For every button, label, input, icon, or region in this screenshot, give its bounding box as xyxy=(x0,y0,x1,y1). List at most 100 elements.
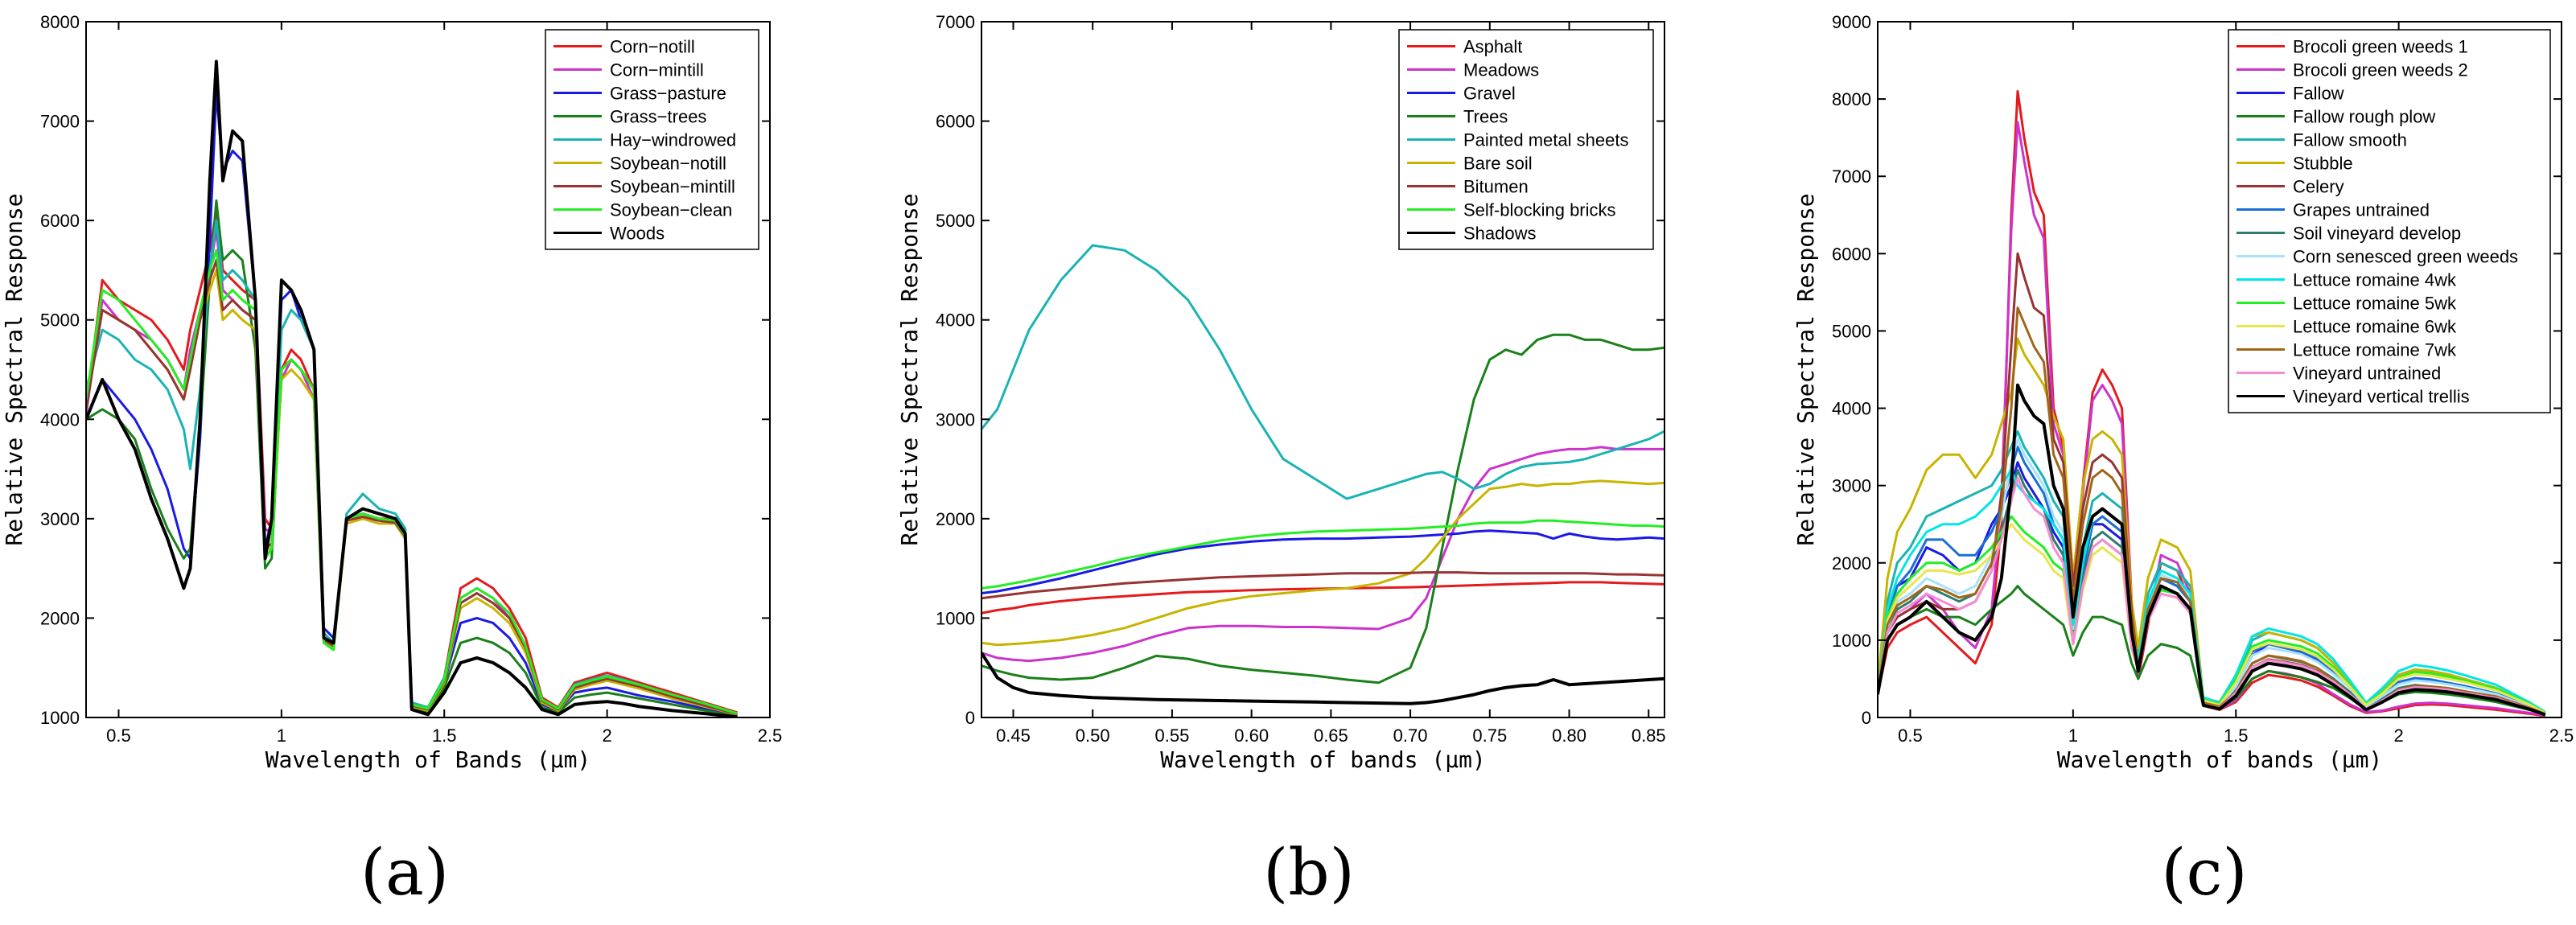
y-tick-label-a-5: 6000 xyxy=(40,211,80,231)
y-tick-label-a-2: 3000 xyxy=(40,509,80,529)
x-tick-label-c-4: 2.5 xyxy=(2549,726,2574,746)
y-tick-label-c-6: 6000 xyxy=(1832,244,1871,264)
caption-b: (b) xyxy=(1263,835,1355,910)
x-tick-label-a-0: 0.5 xyxy=(106,726,131,746)
x-tick-label-b-6: 0.75 xyxy=(1472,726,1507,746)
chart-b: 0.45 0.50 0.55 0.60 0.65 0.70 0.75 0.80 0.85 0 100… xyxy=(896,12,1666,773)
legend-label-c-10: Lettuce romaine 4wk xyxy=(2293,270,2457,290)
legend-label-c-2: Fallow xyxy=(2293,84,2344,104)
legend-label-c-15: Vineyard vertical trellis xyxy=(2293,387,2470,407)
y-tick-label-a-1: 2000 xyxy=(40,608,80,628)
legend-label-c-6: Celery xyxy=(2293,177,2344,197)
series-line-b-8 xyxy=(981,652,1665,705)
legend-label-c-3: Fallow rough plow xyxy=(2293,107,2435,127)
series-group-b xyxy=(981,244,1665,705)
y-tick-label-a-0: 1000 xyxy=(40,708,80,728)
y-axis-label-b: Relative Spectral Response xyxy=(896,193,923,545)
y-tick-label-a-6: 7000 xyxy=(40,112,80,132)
x-tick-label-b-7: 0.80 xyxy=(1552,726,1586,746)
legend-label-c-4: Fallow smooth xyxy=(2293,130,2407,150)
legend-label-a-2: Grass−pasture xyxy=(610,84,726,104)
legend-label-b-2: Gravel xyxy=(1463,84,1516,104)
series-group-c xyxy=(1878,90,2546,717)
legend-label-a-1: Corn−mintill xyxy=(610,60,704,80)
x-tick-label-c-0: 0.5 xyxy=(1898,726,1923,746)
legend-label-a-0: Corn−notill xyxy=(610,37,695,57)
legend-label-c-9: Corn senesced green weeds xyxy=(2293,247,2518,267)
x-tick-label-b-1: 0.50 xyxy=(1076,726,1110,746)
plot-frame-a xyxy=(85,21,771,718)
legend-label-c-0: Brocoli green weeds 1 xyxy=(2293,37,2468,57)
caption-c: (c) xyxy=(2161,835,2248,910)
legend-label-c-13: Lettuce romaine 7wk xyxy=(2293,340,2457,360)
x-tick-label-c-3: 2 xyxy=(2393,726,2403,746)
x-axis-label-c: Wavelength of bands (μm) xyxy=(2057,746,2383,773)
series-line-b-7 xyxy=(981,519,1665,590)
legend-label-c-5: Stubble xyxy=(2293,154,2353,174)
y-tick-label-a-7: 8000 xyxy=(40,12,80,32)
y-tick-label-a-3: 4000 xyxy=(40,409,80,430)
y-tick-label-b-2: 2000 xyxy=(936,509,975,529)
y-tick-label-b-3: 3000 xyxy=(936,409,975,430)
y-tick-label-c-5: 5000 xyxy=(1832,321,1871,341)
x-tick-label-b-5: 0.70 xyxy=(1393,726,1428,746)
series-line-a-8 xyxy=(86,60,738,717)
caption-a: (a) xyxy=(360,835,450,910)
legend-label-b-4: Painted metal sheets xyxy=(1463,130,1628,150)
legend-label-c-11: Lettuce romaine 5wk xyxy=(2293,294,2457,314)
x-axis-label-a: Wavelength of Bands (μm) xyxy=(265,746,591,773)
legend-label-c-14: Vineyard untrained xyxy=(2293,364,2441,384)
y-tick-label-b-1: 1000 xyxy=(936,608,975,628)
y-tick-label-b-7: 7000 xyxy=(936,12,975,32)
x-tick-label-a-1: 1 xyxy=(277,726,286,746)
legend-label-b-3: Trees xyxy=(1463,107,1508,127)
x-tick-label-a-3: 2 xyxy=(602,726,611,746)
chart-a: 0.5 1 1.5 2 2.5 1000 2000 3000 4000 5000 6000 7000 8… xyxy=(1,12,782,773)
series-line-c-15 xyxy=(1878,383,2546,717)
y-tick-label-c-8: 8000 xyxy=(1832,89,1871,109)
x-tick-label-b-3: 0.60 xyxy=(1234,726,1269,746)
legend-label-b-8: Shadows xyxy=(1463,224,1537,244)
y-tick-label-b-0: 0 xyxy=(965,708,975,728)
series-line-b-1 xyxy=(981,446,1665,663)
legend-label-b-0: Asphalt xyxy=(1463,37,1522,57)
x-tick-label-b-4: 0.65 xyxy=(1314,726,1348,746)
y-axis-label-c: Relative Spectral Response xyxy=(1792,193,1819,545)
legend-label-a-6: Soybean−mintill xyxy=(610,177,735,197)
x-axis-label-b: Wavelength of bands (μm) xyxy=(1160,746,1486,773)
legend-label-b-5: Bare soil xyxy=(1463,154,1533,174)
series-line-b-3 xyxy=(981,333,1665,684)
x-tick-label-c-1: 1 xyxy=(2068,726,2078,746)
y-tick-label-b-4: 4000 xyxy=(936,310,975,331)
y-tick-label-b-5: 5000 xyxy=(936,211,975,231)
y-tick-label-c-9: 9000 xyxy=(1832,12,1871,32)
legend-b: Asphalt Meadows Gravel Trees Painted metal s… xyxy=(1398,29,1654,250)
y-axis-label-a: Relative Spectral Response xyxy=(1,193,27,545)
series-line-b-4 xyxy=(981,244,1665,500)
y-tick-label-c-0: 0 xyxy=(1862,708,1871,728)
legend-label-b-6: Bitumen xyxy=(1463,177,1529,197)
x-tick-label-b-8: 0.85 xyxy=(1632,726,1666,746)
series-group-a xyxy=(86,60,738,717)
legend-label-b-1: Meadows xyxy=(1463,60,1539,80)
x-tick-label-a-4: 2.5 xyxy=(758,726,783,746)
legend-label-a-4: Hay−windrowed xyxy=(610,130,736,150)
legend-label-a-7: Soybean−clean xyxy=(610,200,732,220)
legend-c: Brocoli green weeds 1 Brocoli green weeds… xyxy=(2228,29,2551,413)
series-line-b-6 xyxy=(981,571,1665,600)
plot-frame-c xyxy=(1877,21,2562,718)
y-tick-label-c-7: 7000 xyxy=(1832,166,1871,187)
legend-a: Corn−notill Corn−mintill Grass−pasture Gras… xyxy=(545,29,759,250)
y-tick-label-a-4: 5000 xyxy=(40,310,80,331)
x-tick-label-b-0: 0.45 xyxy=(996,726,1031,746)
y-tick-label-b-6: 6000 xyxy=(936,112,975,132)
y-tick-label-c-1: 1000 xyxy=(1832,631,1871,651)
series-line-b-5 xyxy=(981,479,1665,647)
plot-frame-b xyxy=(981,21,1665,718)
legend-label-a-8: Woods xyxy=(610,224,665,244)
legend-label-c-7: Grapes untrained xyxy=(2293,200,2430,220)
series-line-b-2 xyxy=(981,529,1665,594)
legend-label-b-7: Self-blocking bricks xyxy=(1463,200,1616,220)
series-line-b-0 xyxy=(981,581,1665,615)
